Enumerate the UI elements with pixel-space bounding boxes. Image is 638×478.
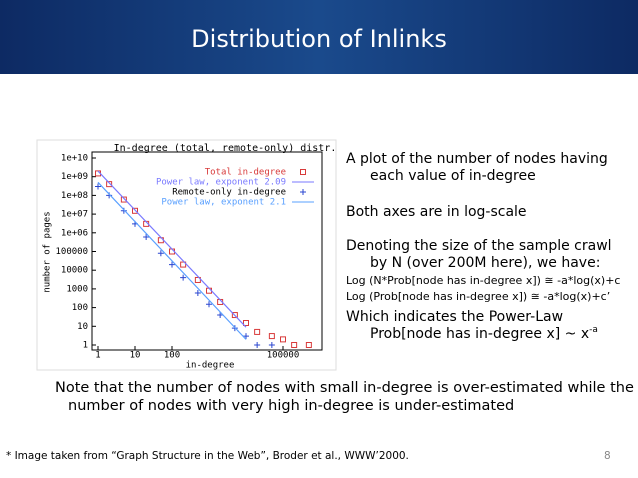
y-tick-label: 10000 [61,266,88,276]
point [120,196,127,203]
point [194,276,201,283]
bullet-text: A plot of the number of nodes having [346,151,608,167]
point [217,312,224,319]
y-tick-label: 100 [72,303,88,313]
point [169,261,175,268]
legend-label: Remote-only in-degree [172,188,286,198]
note: number of nodes with very high in-degree… [68,398,514,414]
y-tick-label: 1e+10 [61,154,88,164]
legend-marker [300,189,306,195]
legend-label: Power law, exponent 2.09 [156,178,286,188]
point [120,207,127,214]
point [194,290,201,297]
chart-image [36,139,337,371]
y-tick-label: 10 [77,322,88,332]
bullet-text: Denoting the size of the sample crawl [346,238,612,254]
point [206,301,212,308]
legend-label: Total in-degree [205,168,286,178]
point [268,333,275,340]
bullet-text: Prob[node has in-degree x] ~ x-a [370,325,598,342]
formula: Log (Prob[node has in-degree x]) ≅ -a*lo… [346,290,610,303]
y-tick-label: 1e+06 [61,228,88,238]
superscript: -a [589,325,598,335]
y-tick-label: 1e+07 [61,210,88,220]
page-number: 8 [604,450,611,462]
point [280,336,286,343]
y-axis-label: number of pages [43,211,53,292]
note: Note that the number of nodes with small… [55,380,634,396]
formula: Log (N*Prob[node has in-degree x]) ≅ -a*… [346,274,620,287]
point [132,207,138,214]
slide-title: Distribution of Inlinks [191,25,447,53]
bullet-text: by N (over 200M here), we have: [370,255,600,271]
point [268,342,275,348]
bullet-text: Prob[node has in-degree x] ~ x [370,326,589,342]
point [231,312,238,319]
bullet-text: Which indicates the Power-Law [346,309,563,325]
point [254,328,261,335]
bullets: A plot of the number of nodes having eac… [346,151,620,342]
point [95,183,101,190]
bullet-text: each value of in-degree [370,168,536,184]
fit-line [97,170,247,328]
title-bar [0,0,638,74]
x-tick-label: 1 [95,351,100,361]
point [180,261,187,268]
y-tick-label: 1e+09 [61,172,88,182]
y-tick-label: 100000 [55,247,88,257]
x-tick-label: 10 [130,351,141,361]
x-tick-label: 100 [164,351,180,361]
chart: In-degree (total, remote-only) distr. in-… [43,143,337,371]
point [243,320,249,327]
y-tick-label: 1000 [66,284,88,294]
point [291,342,298,348]
x-axis-label: in-degree [186,361,235,371]
point [106,181,113,188]
point [180,274,187,281]
point [305,342,312,348]
y-tick-label: 1e+08 [61,191,88,201]
point [243,333,249,340]
fit-line [97,181,247,340]
point [157,250,164,257]
footer: * Image taken from “Graph Structure in t… [6,450,409,462]
chart-title: In-degree (total, remote-only) distr. [114,143,337,154]
legend-label: Power law, exponent 2.1 [161,198,286,208]
point [143,233,150,240]
y-tick-label: 1 [83,341,88,351]
x-tick-label: 100000 [267,351,300,361]
point [254,342,261,348]
bullet-text: Both axes are in log-scale [346,204,527,220]
legend-marker [300,169,306,175]
